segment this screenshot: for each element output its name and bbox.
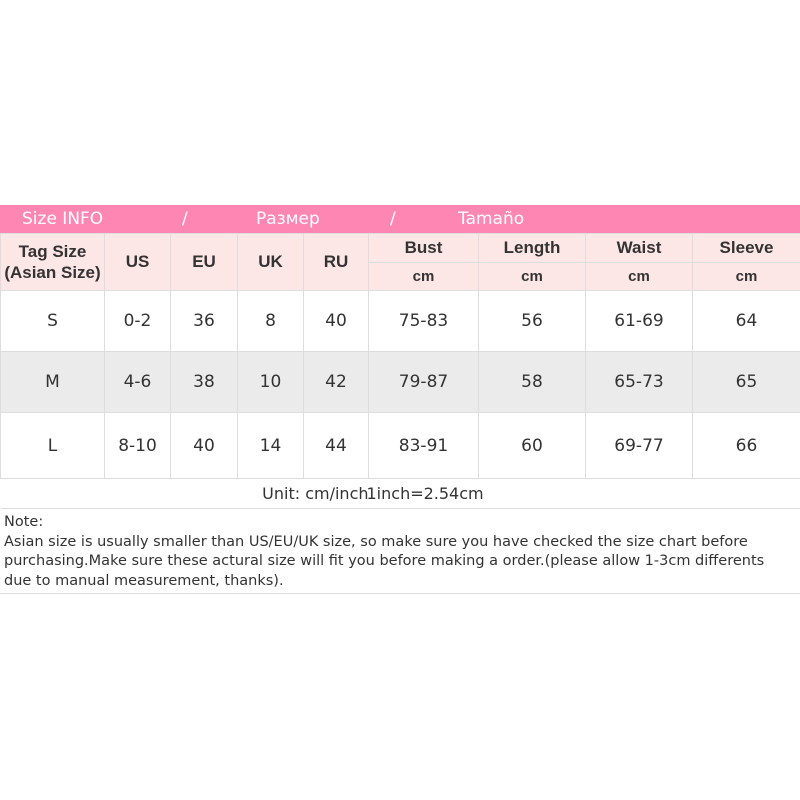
inch-conversion: 1inch=2.54cm: [366, 484, 484, 503]
banner-separator: /: [182, 209, 188, 229]
cell-length: 56: [478, 290, 586, 352]
table-row: M 4-6 38 10 42 79-87 58 65-73 65: [0, 351, 800, 413]
cell-us: 0-2: [104, 290, 171, 352]
banner-razmer: Размер: [256, 209, 320, 229]
header-uk: UK: [237, 233, 304, 291]
cell-uk: 8: [237, 290, 304, 352]
cell-length: 60: [478, 412, 586, 479]
table-row: S 0-2 36 8 40 75-83 56 61-69 64: [0, 290, 800, 352]
header-length: Length: [478, 233, 586, 263]
cell-uk: 14: [237, 412, 304, 479]
cell-ru: 42: [303, 351, 369, 413]
cell-uk: 10: [237, 351, 304, 413]
unit-header-row: cm cm cm cm: [1, 262, 800, 291]
waist-unit: cm: [585, 262, 693, 291]
unit-row: Unit: cm/inch 1inch=2.54cm: [0, 478, 800, 509]
cell-sleeve: 65: [692, 351, 800, 413]
cell-tag: S: [0, 290, 105, 352]
sleeve-unit: cm: [692, 262, 800, 291]
note-section: Note: Asian size is usually smaller than…: [0, 509, 800, 594]
banner-tamano: Tamaño: [458, 209, 525, 229]
cell-bust: 79-87: [368, 351, 479, 413]
cell-us: 4-6: [104, 351, 171, 413]
unit-label: Unit: cm/inch: [0, 478, 369, 509]
cell-sleeve: 66: [692, 412, 800, 479]
header-bust: Bust: [368, 233, 479, 263]
header-ru: RU: [303, 233, 369, 291]
cell-tag: M: [0, 351, 105, 413]
cell-us: 8-10: [104, 412, 171, 479]
note-text: Asian size is usually smaller than US/EU…: [4, 533, 765, 589]
cell-eu: 38: [170, 351, 238, 413]
size-chart: Size INFO / Размер / Tamaño Tag Size (Asi…: [0, 205, 800, 594]
cell-eu: 40: [170, 412, 238, 479]
table-row: L 8-10 40 14 44 83-91 60 69-77 66: [0, 412, 800, 479]
banner-separator: /: [390, 209, 396, 229]
cell-waist: 69-77: [585, 412, 693, 479]
header-waist: Waist: [585, 233, 693, 263]
cell-ru: 40: [303, 290, 369, 352]
size-table: Tag Size (Asian Size) US EU UK RU Bust Le…: [0, 233, 800, 509]
cell-tag: L: [0, 412, 105, 479]
cell-length: 58: [478, 351, 586, 413]
note-title: Note:: [4, 514, 44, 530]
header-eu: EU: [170, 233, 238, 291]
header-sleeve: Sleeve: [692, 233, 800, 263]
header-tag-size: Tag Size (Asian Size): [0, 233, 105, 291]
cell-eu: 36: [170, 290, 238, 352]
header-us: US: [104, 233, 171, 291]
bust-unit: cm: [368, 262, 479, 291]
header-row: Tag Size (Asian Size) US EU UK RU Bust Le…: [0, 233, 800, 291]
cell-ru: 44: [303, 412, 369, 479]
cell-sleeve: 64: [692, 290, 800, 352]
banner-size-info: Size INFO: [22, 209, 104, 229]
length-unit: cm: [478, 262, 586, 291]
cell-waist: 65-73: [585, 351, 693, 413]
cell-waist: 61-69: [585, 290, 693, 352]
cell-bust: 75-83: [368, 290, 479, 352]
cell-bust: 83-91: [368, 412, 479, 479]
size-info-banner: Size INFO / Размер / Tamaño: [0, 205, 800, 233]
